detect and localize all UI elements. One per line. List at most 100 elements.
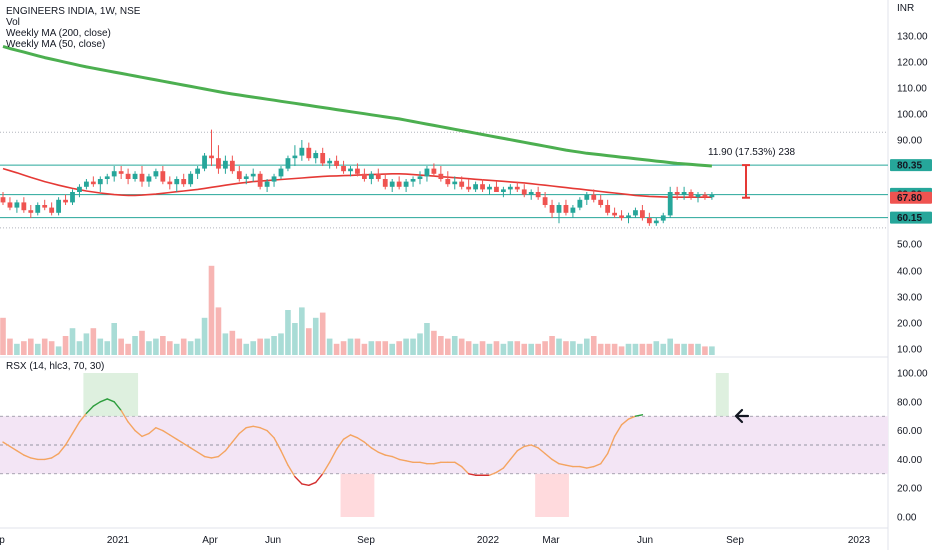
volume-bar bbox=[431, 330, 437, 355]
vol-label[interactable]: Vol bbox=[6, 17, 20, 28]
rsx-segment bbox=[57, 444, 67, 455]
rsx-segment bbox=[210, 455, 220, 459]
rsx-segment bbox=[551, 458, 560, 465]
volume-bar bbox=[69, 328, 76, 355]
volume-bar bbox=[688, 343, 694, 355]
candle-body bbox=[160, 171, 166, 182]
rsx-segment bbox=[586, 465, 595, 469]
candle-body bbox=[646, 218, 652, 224]
volume-bar bbox=[639, 343, 646, 355]
candle-body bbox=[605, 205, 611, 213]
candle-body bbox=[521, 189, 527, 195]
rsx-segment bbox=[78, 412, 88, 423]
rsx-segment bbox=[467, 473, 477, 476]
volume-bar bbox=[542, 341, 548, 355]
volume-bar bbox=[458, 338, 465, 355]
rsx-tick: 100.00 bbox=[897, 369, 928, 380]
candle-body bbox=[35, 205, 41, 213]
rsx-tick: 20.00 bbox=[897, 484, 922, 495]
volume-bar bbox=[500, 343, 507, 355]
volume-bar bbox=[563, 341, 569, 355]
price-badge bbox=[890, 211, 932, 224]
candle-body bbox=[389, 181, 395, 187]
candle-body bbox=[348, 168, 353, 172]
rsx-tick: 40.00 bbox=[897, 455, 922, 466]
candle-body bbox=[320, 153, 326, 164]
candle-body bbox=[591, 194, 597, 200]
volume-bar bbox=[611, 343, 618, 355]
rsx-segment bbox=[259, 427, 268, 432]
price-badge-label: 80.35 bbox=[897, 161, 922, 172]
rsx-label[interactable]: RSX (14, hlc3, 70, 30) bbox=[6, 361, 105, 372]
volume-bar bbox=[146, 341, 152, 355]
volume-bar bbox=[250, 341, 256, 355]
volume-bar bbox=[340, 341, 347, 355]
volume-bar bbox=[243, 343, 250, 355]
candle-body bbox=[528, 192, 534, 195]
rsx-segment bbox=[169, 434, 178, 440]
volume-bar bbox=[451, 336, 458, 355]
candle-body bbox=[90, 181, 96, 185]
candle-body bbox=[633, 210, 638, 216]
candle-body bbox=[535, 192, 541, 198]
rsx-segment bbox=[593, 463, 602, 468]
rsx-segment bbox=[106, 398, 115, 403]
rsx-segment bbox=[405, 460, 414, 463]
volume-bar bbox=[535, 343, 541, 355]
candle-body bbox=[125, 173, 131, 179]
volume-bar bbox=[424, 323, 430, 355]
volume-tick: 30.00 bbox=[897, 293, 922, 304]
volume-bar bbox=[382, 341, 389, 355]
candle-body bbox=[507, 186, 513, 190]
candle-body bbox=[702, 194, 708, 198]
volume-bar bbox=[333, 343, 340, 355]
price-badge bbox=[890, 191, 932, 204]
rsx-segment bbox=[537, 447, 546, 455]
candle-body bbox=[431, 168, 437, 174]
volume-bar bbox=[479, 341, 486, 355]
candle-body bbox=[403, 181, 409, 187]
rsx-segment bbox=[294, 475, 303, 485]
volume-bar bbox=[674, 343, 680, 355]
rsx-segment bbox=[565, 464, 574, 468]
rsx-segment bbox=[335, 438, 345, 451]
rsx-segment bbox=[349, 434, 359, 439]
candle-body bbox=[313, 153, 319, 159]
candle-body bbox=[584, 194, 590, 200]
price-badge bbox=[890, 159, 932, 172]
volume-bar bbox=[111, 323, 117, 355]
candle-body bbox=[480, 184, 485, 190]
rsx-segment bbox=[252, 425, 261, 429]
rsx-segment bbox=[384, 454, 393, 458]
ma200-label[interactable]: Weekly MA (200, close) bbox=[6, 28, 111, 39]
ma50-label[interactable]: Weekly MA (50, close) bbox=[6, 39, 106, 50]
candle-body bbox=[341, 166, 346, 172]
rsx-segment bbox=[454, 461, 463, 468]
symbol-title[interactable]: ENGINEERS INDIA, 1W, NSE bbox=[6, 6, 141, 17]
rsx-segment bbox=[273, 437, 282, 452]
volume-bar bbox=[187, 341, 194, 355]
volume-bar bbox=[653, 341, 660, 355]
candle-body bbox=[549, 205, 555, 213]
oversold-zone bbox=[535, 473, 569, 517]
volume-bar bbox=[229, 330, 236, 355]
rsx-segment bbox=[266, 429, 275, 439]
volume-bar bbox=[584, 338, 590, 355]
rsx-segment bbox=[328, 448, 338, 463]
price-tick: 110.00 bbox=[897, 84, 927, 95]
candle-body bbox=[396, 181, 402, 187]
arrow-left-icon bbox=[734, 408, 750, 424]
candle-body bbox=[278, 168, 284, 177]
volume-bar bbox=[709, 346, 715, 355]
candle-body bbox=[42, 205, 48, 208]
rsx-segment bbox=[50, 452, 60, 459]
candle-body bbox=[640, 210, 645, 218]
candle-body bbox=[619, 215, 624, 218]
candle-body bbox=[612, 212, 617, 216]
volume-bar bbox=[597, 343, 604, 355]
time-tick: Mar bbox=[542, 535, 560, 546]
volume-bar bbox=[486, 343, 493, 355]
volume-bar bbox=[347, 338, 354, 355]
rsx-segment bbox=[203, 455, 213, 459]
